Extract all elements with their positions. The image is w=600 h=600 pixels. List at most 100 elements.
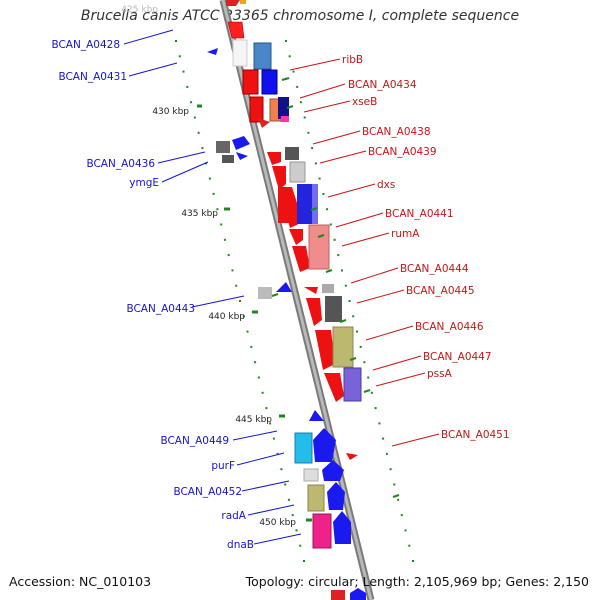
gene-box [240,0,246,4]
guide-dot [374,407,377,410]
guide-dot [341,269,343,272]
scale-labels: 425 kbp 430 kbp 435 kbp 440 kbp 445 kbp … [121,5,296,528]
guide-dot [385,452,388,455]
guide-dot [337,254,340,257]
gene-label[interactable]: BCAN_A0438 [362,126,431,138]
gene-arrow [258,118,270,128]
guide-dot [272,437,275,440]
gene-label[interactable]: dnaB [227,539,254,551]
connector-line [335,212,384,228]
guide-dot [397,498,400,501]
guide-dot [400,514,403,517]
connector-line [236,452,285,466]
gene-box [331,590,345,600]
guide-dot [250,345,253,348]
scale-ticks [197,104,312,522]
gene-arrow [304,287,318,294]
gene-label[interactable]: BCAN_A0452 [173,486,242,498]
connector-line [191,295,245,308]
gene-label[interactable]: ymgE [129,177,159,189]
gene-arrow [226,0,240,6]
gene-arrow [289,229,303,245]
guide-dot [296,85,299,88]
gene-label[interactable]: BCAN_A0439 [368,146,437,158]
gene-label[interactable]: xseB [352,96,377,108]
guide-dot [412,560,414,562]
gene-arrow [278,187,303,228]
scale-label: 435 kbp [181,209,218,219]
gene-arrow [236,152,248,160]
connector-line [341,232,390,247]
gene-label[interactable]: BCAN_A0436 [86,158,155,170]
connector-line [247,504,295,516]
gene-box [325,296,342,322]
guide-dot [227,254,230,257]
gene-label[interactable]: BCAN_A0449 [160,435,229,447]
gene-arrow [324,373,344,402]
connector-line [289,58,341,71]
feature-mark [317,234,325,238]
feature-mark [349,357,357,361]
gene-arrow [333,511,351,544]
guide-dot [299,101,302,104]
gene-label[interactable]: BCAN_A0434 [348,79,417,91]
gene-label[interactable]: rumA [391,228,420,240]
left-gene-labels: BCAN_A0428 BCAN_A0431 BCAN_A0436 ymgE BC… [51,39,254,551]
guide-dot [288,55,291,58]
gene-label[interactable]: dxs [377,179,395,191]
guide-dot [370,391,373,394]
connector-line [157,151,206,164]
gene-label[interactable]: radA [221,510,246,522]
guide-dot [186,85,189,88]
guide-dot [326,208,329,211]
guide-dot [261,391,264,394]
connector-line [299,83,346,99]
guide-dot [220,223,223,226]
gene-label[interactable]: BCAN_A0431 [58,71,127,83]
guide-dot [265,407,268,410]
gene-box [307,484,325,512]
guide-dot [299,544,302,547]
gene-label[interactable]: pssA [427,368,453,380]
guide-dot [356,330,358,333]
gene-arrow [315,330,335,370]
scale-label: 445 kbp [235,415,272,425]
guide-dot [205,162,208,165]
gene-label[interactable]: ribB [342,54,363,66]
gene-arrow [232,136,250,150]
gene-box [216,141,230,153]
gene-label[interactable]: BCAN_A0451 [441,429,510,441]
position-dots [175,40,414,562]
gene-box [258,287,272,299]
gene-label[interactable]: BCAN_A0447 [423,351,492,363]
gene-label[interactable]: BCAN_A0441 [385,208,454,220]
guide-dot [322,192,325,195]
connector-line [372,355,422,371]
feature-mark [339,319,347,323]
guide-dot [246,330,249,333]
guide-dot [276,452,279,455]
scale-label: 450 kbp [259,518,296,528]
feature-mark [325,269,333,273]
guide-dot [242,315,245,318]
guide-dot [284,483,287,486]
guide-dot [378,422,381,425]
connector-line [375,372,426,387]
guide-dot [280,468,283,471]
gene-label[interactable]: BCAN_A0445 [406,285,475,297]
accession-label: Accession: NC_010103 [9,574,152,589]
connector-line [365,325,414,341]
gene-label[interactable]: BCAN_A0428 [51,39,120,51]
guide-dot [239,300,241,302]
gene-label[interactable]: BCAN_A0446 [415,321,484,333]
gene-label[interactable]: BCAN_A0443 [126,303,195,315]
gene-label[interactable]: purF [211,460,235,472]
gene-arrow [327,482,345,510]
guide-dot [303,116,306,119]
guide-dot [212,192,215,195]
gene-label[interactable]: BCAN_A0444 [400,263,469,275]
guide-dot [333,238,336,241]
gene-arrow [322,460,344,481]
guide-dot [223,238,226,241]
